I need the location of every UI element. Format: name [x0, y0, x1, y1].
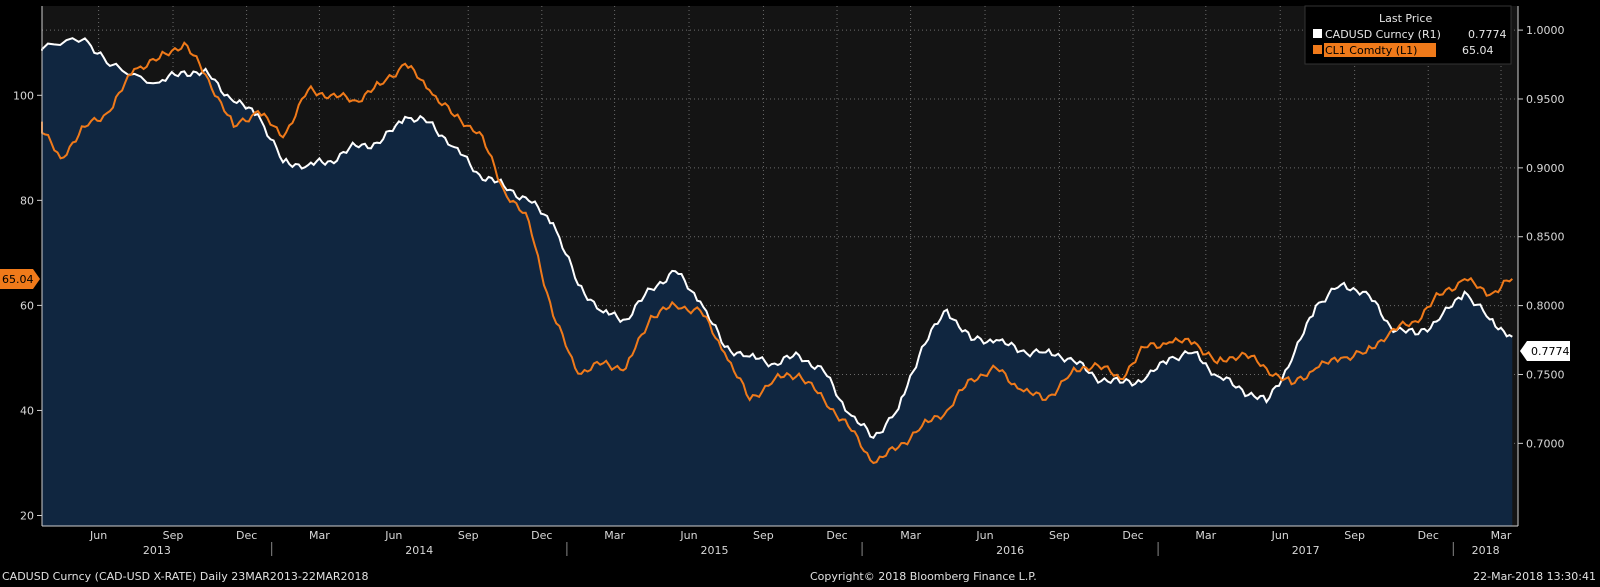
right-tick-label: 0.8000 [1526, 300, 1565, 313]
right-last-price-marker: 0.7774 [1520, 341, 1570, 361]
left-axis: 20 40 60 80 100 [13, 6, 43, 526]
left-last-price-label: 65.04 [2, 273, 34, 286]
footer-timestamp: 22-Mar-2018 13:30:41 [1473, 570, 1596, 583]
legend-title: Last Price [1379, 12, 1432, 25]
legend: Last Price CADUSD Curncy (R1) 0.7774 CL1… [1304, 5, 1512, 65]
legend-value-cadusd: 0.7774 [1468, 28, 1507, 41]
x-axis: Jun Sep Dec Mar Jun Sep Dec Mar Jun Sep Dec Mar Jun S… [42, 525, 1518, 557]
month-tick-label: Dec [826, 529, 847, 542]
month-tick-label: Jun [89, 529, 107, 542]
left-tick-label: 40 [20, 404, 34, 417]
cl1-series-line [41, 41, 1513, 465]
left-tick-label: 60 [20, 299, 34, 312]
month-tick-label: Mar [1491, 529, 1512, 542]
right-tick-label: 0.7000 [1526, 437, 1565, 450]
right-tick-label: 0.8500 [1526, 231, 1565, 244]
right-tick-label: 0.9000 [1526, 162, 1565, 175]
year-label: 2017 [1292, 544, 1320, 557]
month-tick-label: Sep [1049, 529, 1070, 542]
left-last-price-marker: 65.04 [0, 269, 40, 289]
year-label: 2018 [1472, 544, 1500, 557]
month-tick-label: Mar [604, 529, 625, 542]
footer-copyright: Copyright© 2018 Bloomberg Finance L.P. [810, 570, 1037, 583]
month-tick-label: Dec [531, 529, 552, 542]
legend-label-cadusd: CADUSD Curncy (R1) [1325, 28, 1441, 41]
month-tick-label: Sep [458, 529, 479, 542]
legend-highlight-cl1 [1324, 43, 1436, 57]
legend-label-cl1: CL1 Comdty (L1) [1325, 44, 1417, 57]
right-tick-label: 1.0000 [1526, 24, 1565, 37]
right-tick-label: 0.7500 [1526, 368, 1565, 381]
year-label: 2014 [405, 544, 433, 557]
right-tick-label: 0.9500 [1526, 93, 1565, 106]
year-label: 2015 [700, 544, 728, 557]
month-tick-label: Sep [163, 529, 184, 542]
month-tick-label: Sep [1344, 529, 1365, 542]
legend-swatch-cadusd [1313, 29, 1322, 38]
left-tick-label: 100 [13, 89, 34, 102]
left-tick-label: 80 [20, 194, 34, 207]
month-tick-label: Jun [975, 529, 993, 542]
month-tick-label: Jun [679, 529, 697, 542]
month-tick-label: Mar [309, 529, 330, 542]
footer-security-description: CADUSD Curncy (CAD-USD X-RATE) Daily 23M… [2, 570, 369, 583]
cadusd-area-fill [42, 38, 1513, 526]
month-tick-label: Sep [753, 529, 774, 542]
month-tick-label: Dec [236, 529, 257, 542]
month-tick-label: Mar [1195, 529, 1216, 542]
year-label: 2016 [996, 544, 1024, 557]
month-tick-label: Dec [1122, 529, 1143, 542]
month-tick-label: Jun [1271, 529, 1289, 542]
bloomberg-dual-axis-chart: 20 40 60 80 100 0.7000 0.7500 0.8000 0.8500 0.90… [0, 5, 1570, 557]
cadusd-series-line [41, 37, 1513, 440]
left-tick-label: 20 [20, 509, 34, 522]
month-tick-label: Mar [900, 529, 921, 542]
legend-value-cl1: 65.04 [1462, 44, 1494, 57]
year-label: 2013 [143, 544, 171, 557]
legend-swatch-cl1 [1313, 45, 1322, 54]
right-axis: 0.7000 0.7500 0.8000 0.8500 0.9000 0.9500 1.00… [1517, 6, 1565, 526]
right-last-price-label: 0.7774 [1531, 345, 1570, 358]
month-tick-label: Dec [1418, 529, 1439, 542]
month-tick-label: Jun [384, 529, 402, 542]
